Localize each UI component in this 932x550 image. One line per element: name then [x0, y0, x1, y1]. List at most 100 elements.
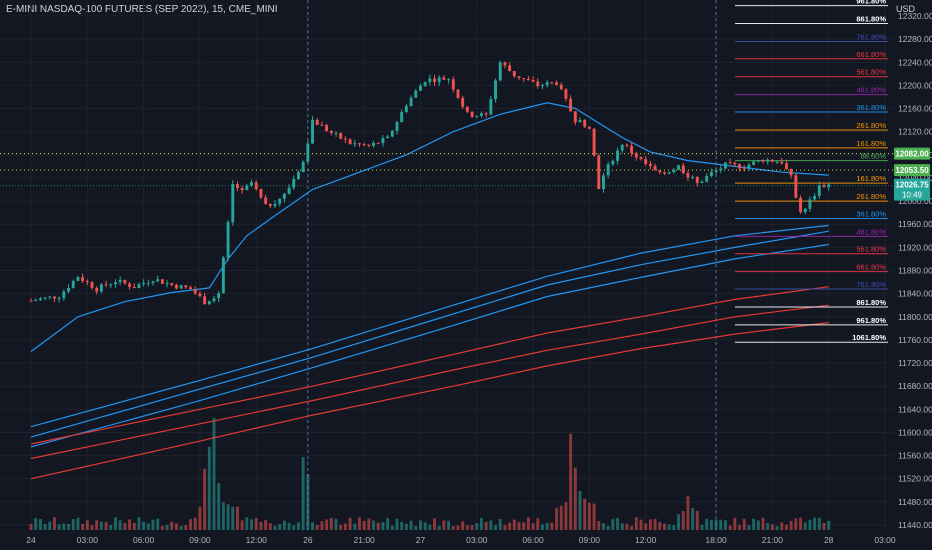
candle-body: [470, 111, 474, 117]
candle-body: [278, 198, 282, 204]
volume-bar: [494, 525, 497, 530]
price-tag: [894, 147, 930, 160]
candle-body: [658, 170, 662, 173]
last-price-tag: [894, 178, 930, 201]
volume-bar: [508, 522, 512, 530]
volume-bar: [118, 520, 122, 530]
price-tick-label: 11760.00: [898, 335, 932, 345]
candle-body: [226, 222, 230, 258]
candle-body: [630, 145, 634, 154]
fib-level-label: 561.80%: [856, 245, 886, 254]
candle-body: [517, 76, 521, 79]
volume-bar: [578, 491, 582, 530]
candle-body: [315, 119, 319, 125]
volume-bar: [240, 520, 244, 530]
fib-level-label: 961.80%: [856, 0, 886, 6]
volume-bar: [207, 446, 211, 530]
volume-bar: [644, 523, 648, 530]
candle-body: [611, 160, 615, 165]
volume-bar: [620, 523, 624, 530]
candle-body: [132, 286, 136, 289]
volume-bar: [343, 523, 347, 530]
candle-body: [503, 62, 507, 66]
volume-bar: [189, 519, 192, 530]
candle-body: [747, 164, 751, 169]
time-tick-label: 06:00: [522, 535, 544, 545]
volume-bar: [705, 518, 709, 530]
price-tick-label: 11960.00: [898, 219, 932, 229]
volume-bar: [57, 524, 61, 530]
candle-body: [109, 284, 113, 286]
candle-body: [648, 163, 652, 167]
volume-bar: [254, 518, 258, 530]
volume-bar: [236, 506, 239, 530]
volume-bar: [212, 418, 216, 530]
time-tick-label: 27: [416, 535, 426, 545]
time-tick-label: 09:00: [189, 535, 211, 545]
candle-body: [404, 105, 408, 112]
volume-bar: [273, 525, 277, 530]
price-tick-label: 11800.00: [898, 312, 932, 322]
time-tick-label: 03:00: [77, 535, 99, 545]
volume-bar: [709, 520, 713, 530]
fib-level-label: 761.80%: [856, 32, 886, 41]
price-tick-label: 11720.00: [898, 358, 932, 368]
volume-bar: [348, 517, 352, 530]
candle-body: [705, 176, 709, 182]
candle-body: [794, 175, 798, 198]
candle-body: [400, 111, 404, 123]
candle-body: [231, 183, 235, 223]
volume-bar: [747, 525, 751, 530]
volume-bar: [822, 522, 826, 530]
volume-bar: [287, 522, 291, 530]
volume-bar: [742, 518, 746, 530]
candle-body: [484, 113, 488, 115]
volume-bar: [226, 504, 230, 530]
time-tick-label: 03:00: [466, 535, 488, 545]
volume-bar: [480, 517, 483, 530]
fib-level-label: 961.80%: [856, 316, 886, 325]
volume-bar: [325, 519, 329, 530]
moving-average-line: [30, 304, 829, 460]
volume-bar: [386, 518, 390, 530]
candle-body: [428, 78, 432, 82]
candle-body: [766, 159, 770, 162]
volume-bar: [738, 524, 741, 530]
volume-bar: [503, 525, 507, 530]
price-tick-label: 11680.00: [898, 381, 932, 391]
candle-body: [480, 113, 483, 116]
candle-body: [67, 288, 70, 292]
volume-bar: [686, 496, 690, 530]
candle-body: [508, 65, 512, 72]
candle-body: [179, 285, 183, 289]
volume-bar: [733, 517, 737, 530]
volume-bar: [470, 525, 474, 530]
volume-bar: [170, 521, 174, 530]
price-tick-label: 11440.00: [898, 520, 932, 530]
time-tick-label: 06:00: [133, 535, 155, 545]
volume-bar: [142, 521, 146, 530]
time-tick-label: 26: [303, 535, 313, 545]
volume-bar: [770, 524, 774, 530]
candle-body: [189, 287, 192, 290]
candle-body: [714, 170, 718, 173]
volume-bar: [95, 520, 99, 530]
candle-body: [780, 161, 784, 164]
volume-bar: [390, 525, 394, 530]
volume-bar: [339, 524, 343, 530]
fib-level-label: 161.80%: [856, 139, 886, 148]
candle-body: [541, 85, 544, 87]
candle-body: [625, 144, 629, 146]
volume-bars: [29, 418, 831, 530]
price-tick-label: 11640.00: [898, 404, 932, 414]
volume-bar: [29, 523, 33, 530]
candle-body: [193, 289, 197, 294]
candle-body: [71, 280, 75, 289]
volume-bar: [724, 520, 727, 530]
volume-bar: [114, 517, 117, 530]
volume-bar: [461, 521, 465, 530]
candle-body: [301, 161, 305, 173]
volume-bar: [198, 507, 202, 530]
price-tag-label: 12053.50: [895, 166, 929, 175]
